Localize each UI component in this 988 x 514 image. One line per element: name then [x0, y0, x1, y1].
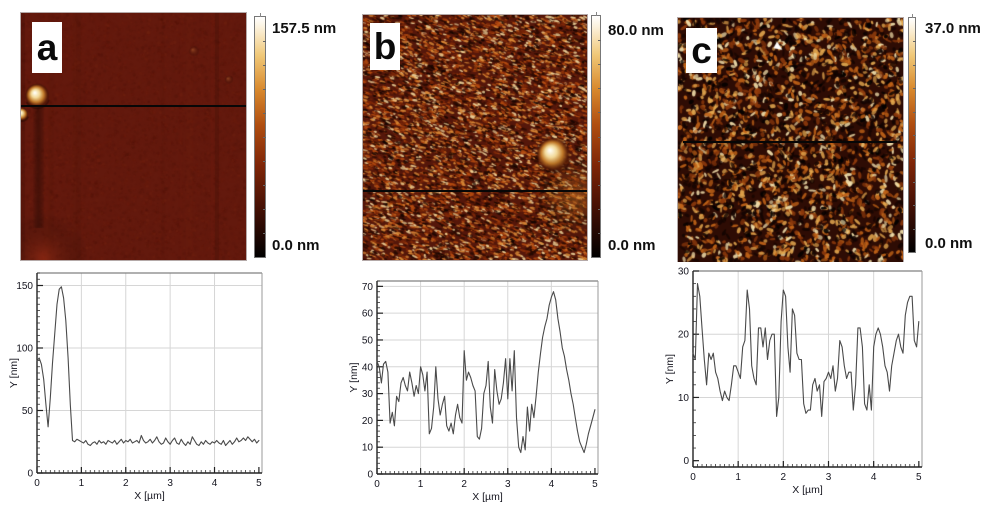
colorbar-tick — [913, 111, 916, 113]
x-tick-label: 3 — [505, 479, 511, 490]
colorbar-cap — [596, 12, 597, 16]
x-tick-label: 3 — [826, 472, 832, 483]
y-tick-label: 150 — [16, 281, 33, 292]
y-axis-title: Y [nm] — [8, 358, 20, 388]
colorbar-cap — [912, 14, 913, 18]
colorbar-tick — [263, 161, 266, 162]
colorbar-tick — [263, 41, 266, 42]
y-tick-label: 100 — [16, 344, 33, 355]
y-tick-label: 30 — [678, 267, 690, 278]
colorbar-tick — [263, 233, 266, 234]
x-tick-label: 5 — [592, 479, 598, 490]
x-axis-title: X [µm] — [134, 490, 165, 502]
colorbar-tick — [598, 160, 601, 162]
colorbar-tick — [263, 185, 266, 186]
colorbar-c-min-label: 0.0 nm — [925, 235, 973, 252]
colorbar-c — [908, 14, 916, 253]
x-tick-label: 0 — [690, 472, 696, 483]
colorbar-tick — [598, 88, 601, 90]
panel-letter-a: a — [36, 27, 58, 68]
profile-scan-line-a — [21, 104, 246, 107]
x-tick-label: 2 — [781, 472, 787, 483]
profile-scan-line-b — [363, 189, 587, 192]
plot-background — [8, 266, 308, 511]
panel-letter-c: c — [691, 30, 712, 71]
y-tick-label: 30 — [362, 389, 374, 400]
colorbar-b-min-label: 0.0 nm — [608, 237, 656, 254]
panel-label-a: a — [32, 22, 62, 73]
x-tick-label: 2 — [123, 478, 129, 489]
colorbar-tick — [598, 64, 601, 66]
colorbar-a — [254, 13, 266, 258]
x-tick-label: 4 — [212, 478, 218, 489]
colorbar-b — [591, 12, 601, 258]
colorbar-cap — [260, 13, 261, 17]
colorbar-tick — [263, 209, 266, 210]
profile-trace — [692, 283, 920, 417]
colorbar-tick — [913, 181, 916, 183]
y-tick-label: 20 — [362, 416, 374, 427]
colorbar-tick — [913, 158, 916, 160]
profile-scan-line-c — [682, 140, 898, 143]
x-tick-label: 0 — [34, 478, 40, 489]
colorbar-tick — [913, 135, 916, 136]
x-axis-title: X [µm] — [472, 491, 503, 503]
y-tick-label: 20 — [678, 330, 690, 341]
plot-background — [664, 262, 964, 512]
panel-label-b: b — [370, 23, 400, 70]
panel-label-c: c — [686, 28, 717, 73]
colorbar-c-max-label: 37.0 nm — [925, 20, 981, 37]
x-tick-label: 0 — [374, 479, 380, 490]
colorbar-tick — [598, 232, 601, 234]
colorbar-tick — [913, 88, 916, 90]
x-tick-label: 1 — [418, 479, 424, 490]
profile-trace — [376, 291, 596, 454]
y-tick-label: 70 — [362, 282, 374, 293]
x-tick-label: 4 — [871, 472, 877, 483]
y-tick-label: 10 — [362, 443, 374, 454]
x-tick-label: 3 — [167, 478, 173, 489]
colorbar-tick — [263, 89, 266, 90]
profile-plot-c: 0 1 2 3 4 5 0 10 20 30 X [µm] Y [nm] — [664, 262, 964, 512]
y-tick-label: 10 — [678, 393, 690, 404]
y-axis-title: Y [nm] — [664, 354, 676, 384]
x-axis-title: X [µm] — [792, 484, 823, 496]
y-tick-label: 50 — [22, 406, 34, 417]
colorbar-a-max-label: 157.5 nm — [272, 20, 337, 37]
panel-letter-b: b — [373, 26, 397, 67]
colorbar-tick — [598, 184, 601, 186]
y-axis-title: Y [nm] — [348, 362, 360, 392]
colorbar-tick — [913, 228, 916, 230]
colorbar-tick — [598, 40, 601, 42]
colorbar-a-min-label: 0.0 nm — [272, 237, 320, 254]
colorbar-tick — [913, 64, 916, 66]
x-tick-label: 2 — [461, 479, 467, 490]
colorbar-tick — [263, 137, 266, 138]
colorbar-tick — [263, 113, 266, 114]
y-tick-label: 50 — [362, 335, 374, 346]
afm-panel-b — [363, 15, 587, 260]
profile-trace — [36, 286, 260, 447]
x-tick-label: 5 — [256, 478, 262, 489]
y-tick-label: 40 — [362, 362, 374, 373]
afm-image-b — [363, 15, 587, 260]
y-tick-label: 0 — [367, 470, 373, 481]
x-tick-label: 1 — [79, 478, 85, 489]
x-tick-label: 5 — [916, 472, 922, 483]
colorbar-tick — [598, 136, 601, 138]
y-tick-label: 0 — [27, 469, 33, 480]
colorbar-b-max-label: 80.0 nm — [608, 22, 664, 39]
x-tick-label: 1 — [735, 472, 741, 483]
colorbar-tick — [598, 208, 601, 210]
y-tick-label: 0 — [683, 456, 689, 467]
colorbar-tick — [263, 65, 266, 66]
y-tick-label: 60 — [362, 309, 374, 320]
colorbar-tick — [913, 205, 916, 207]
x-tick-label: 4 — [549, 479, 555, 490]
colorbar-tick — [598, 112, 601, 114]
colorbar-tick — [913, 41, 916, 43]
